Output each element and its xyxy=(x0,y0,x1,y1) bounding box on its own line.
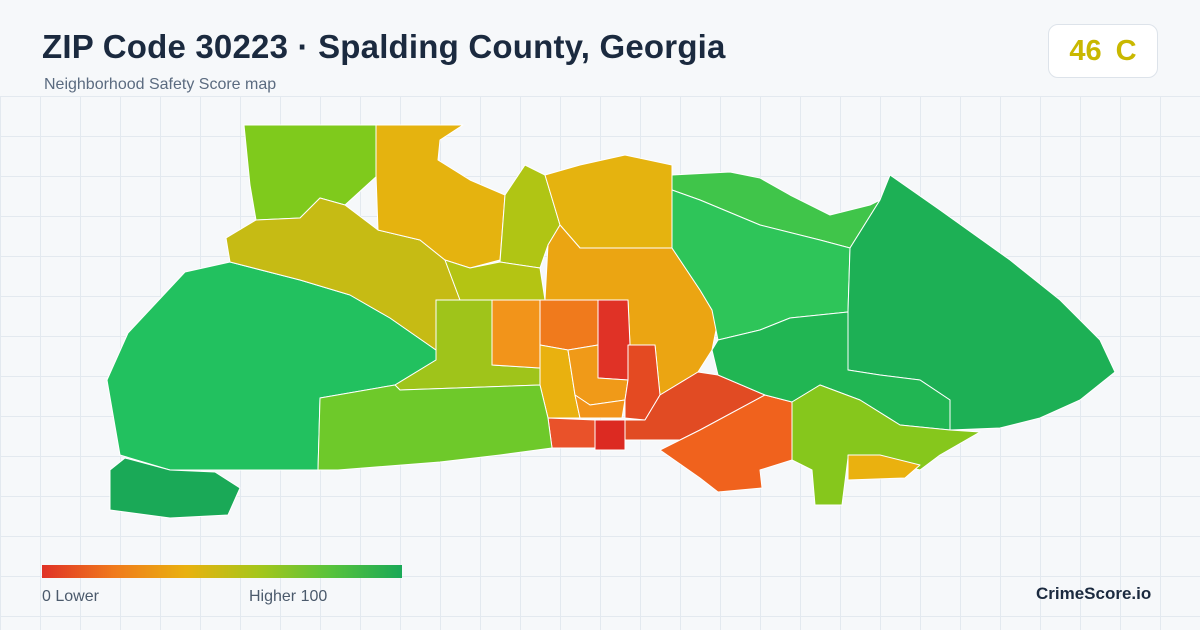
neighborhood-downtown-core[interactable] xyxy=(594,419,626,451)
neighborhood-southeast-orange[interactable] xyxy=(659,394,793,493)
neighborhood-south-downtown[interactable] xyxy=(547,417,596,449)
page-subtitle: Neighborhood Safety Score map xyxy=(44,76,277,93)
neighborhood-central-west[interactable] xyxy=(444,259,546,301)
neighborhood-far-southeast[interactable] xyxy=(847,454,921,481)
score-badge: 46 C xyxy=(1048,24,1158,78)
brand-logo[interactable]: CrimeScore.io xyxy=(1036,584,1152,603)
page-title: ZIP Code 30223 · Spalding County, Georgi… xyxy=(42,28,726,65)
legend-color-scale xyxy=(42,565,402,578)
neighborhood-downtown-north[interactable] xyxy=(597,299,631,381)
neighborhood-center-left[interactable] xyxy=(491,299,541,369)
score-grade: C xyxy=(1115,34,1137,67)
neighborhood-southwest[interactable] xyxy=(109,457,241,519)
neighborhood-east-red[interactable] xyxy=(624,344,661,421)
neighborhood-inner-core[interactable] xyxy=(574,394,626,419)
neighborhood-south-band[interactable] xyxy=(317,384,553,471)
neighborhood-southeast[interactable] xyxy=(791,384,981,506)
neighborhood-northwest[interactable] xyxy=(243,124,379,221)
legend-low-label: 0 Lower xyxy=(42,588,99,605)
legend-high-label: Higher 100 xyxy=(249,588,328,605)
neighborhood-center-mid[interactable] xyxy=(539,299,599,351)
score-value: 46 xyxy=(1069,34,1102,67)
